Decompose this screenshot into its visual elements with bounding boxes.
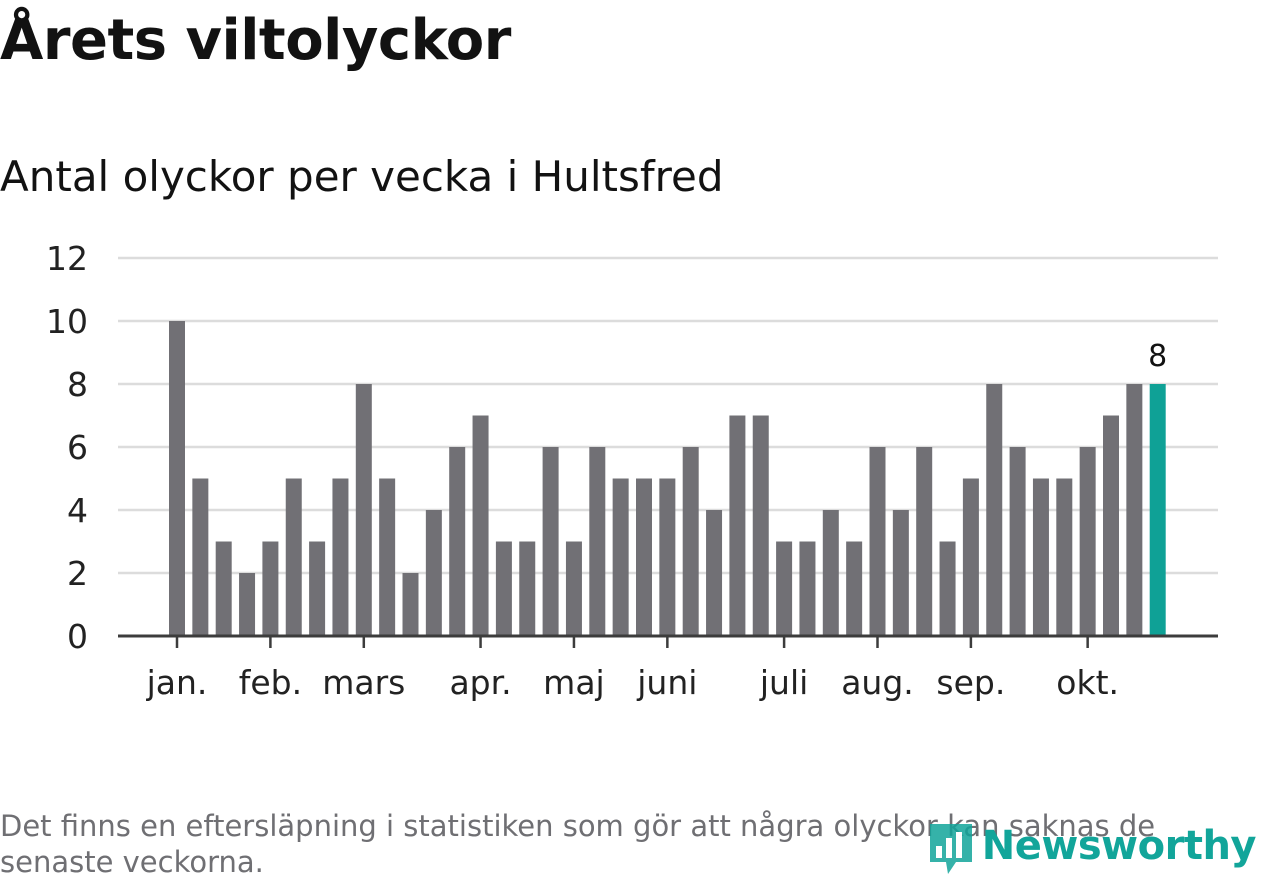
bar-chart: 0 2 4 6 8 10 12 jan. feb. mars apr. maj juni juli aug… [46, 239, 1218, 702]
x-tick-label: feb. [239, 663, 302, 702]
bar [309, 541, 326, 636]
y-tick-label: 12 [46, 239, 88, 278]
bar [916, 447, 933, 636]
x-tick-label: apr. [449, 663, 511, 702]
bar [706, 510, 723, 636]
y-tick-label: 8 [67, 365, 88, 404]
bar [682, 447, 699, 636]
bar [542, 447, 559, 636]
y-tick-label: 2 [67, 554, 88, 593]
bar [192, 478, 209, 636]
bar [612, 478, 629, 636]
x-tick-label: juni [636, 663, 697, 702]
x-tick-label: jan. [146, 663, 208, 702]
bar [262, 541, 279, 636]
newsworthy-logo: Newsworthy [926, 814, 1257, 878]
chart-subtitle: Antal olyckor per vecka i Hultsfred [0, 152, 724, 201]
x-tick-label: juli [759, 663, 808, 702]
bar [589, 447, 606, 636]
x-axis-ticks: jan. feb. mars apr. maj juni juli aug. sep. okt. [146, 636, 1119, 702]
bar [869, 447, 886, 636]
bar [332, 478, 349, 636]
bar [1009, 447, 1026, 636]
bar [565, 541, 582, 636]
bars [169, 321, 1166, 636]
x-tick-label: mars [322, 663, 405, 702]
bar [1056, 478, 1073, 636]
bar [752, 415, 769, 636]
x-tick-label: aug. [841, 663, 914, 702]
bar [355, 384, 372, 636]
chart-title: Årets viltolyckor [0, 8, 511, 73]
bar [449, 447, 466, 636]
bar [215, 541, 232, 636]
bar [939, 541, 956, 636]
bar [776, 541, 793, 636]
bar [402, 573, 419, 636]
bar [169, 321, 185, 636]
y-tick-label: 10 [46, 302, 88, 341]
y-axis-ticks: 0 2 4 6 8 10 12 [46, 239, 88, 656]
x-tick-label: maj [543, 663, 605, 702]
data-labels: 8 [1148, 339, 1167, 374]
bar [239, 573, 256, 636]
bar-highlight [1149, 384, 1166, 636]
logo-text: Newsworthy [981, 823, 1257, 869]
x-tick-label: sep. [936, 663, 1005, 702]
y-tick-label: 4 [67, 491, 88, 530]
bar [846, 541, 863, 636]
bar [495, 541, 512, 636]
bar [799, 541, 816, 636]
x-tick-label: okt. [1056, 663, 1119, 702]
bar [425, 510, 442, 636]
highlight-data-label: 8 [1148, 339, 1167, 374]
bar [729, 415, 746, 636]
bar [892, 510, 909, 636]
chart-logo-icon [929, 824, 972, 874]
bar [636, 478, 652, 636]
bar [519, 541, 536, 636]
bar [986, 384, 1003, 636]
bar [659, 478, 676, 636]
bar [1103, 415, 1119, 636]
bar [285, 478, 302, 636]
bar [1126, 384, 1143, 636]
bar [962, 478, 979, 636]
bar [472, 415, 489, 636]
y-tick-label: 6 [67, 428, 88, 467]
bar [822, 510, 839, 636]
bar [1079, 447, 1096, 636]
bar [379, 478, 396, 636]
y-tick-label: 0 [67, 617, 88, 656]
bar [1032, 478, 1049, 636]
